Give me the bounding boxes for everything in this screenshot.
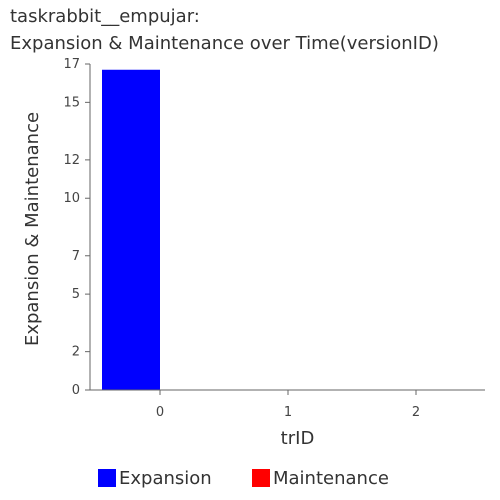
legend-swatch-expansion: [98, 469, 116, 487]
x-tick-label-2: 2: [412, 405, 420, 420]
x-axis-label: trID: [281, 428, 315, 449]
y-tick-label-17: 17: [63, 57, 80, 72]
x-axis-ticks: 0 1 2: [156, 390, 420, 420]
x-tick-label-1: 1: [284, 405, 292, 420]
y-tick-label-12: 12: [63, 153, 80, 168]
y-tick-label-10: 10: [63, 191, 80, 206]
y-axis-ticks: 0 2 5 7 10 12 15 17: [63, 57, 90, 398]
legend-label-maintenance: Maintenance: [273, 468, 389, 489]
legend-swatch-maintenance: [252, 469, 270, 487]
x-tick-label-0: 0: [156, 405, 164, 420]
y-tick-label-2: 2: [72, 345, 80, 360]
bars-group: [102, 70, 160, 390]
y-tick-label-15: 15: [63, 95, 80, 110]
y-tick-label-7: 7: [72, 249, 80, 264]
y-tick-label-5: 5: [72, 287, 80, 302]
legend-label-expansion: Expansion: [119, 468, 212, 489]
y-axis-label: Expansion & Maintenance: [22, 112, 43, 346]
y-tick-label-0: 0: [72, 383, 80, 398]
bar-expansion-0: [102, 70, 160, 390]
legend: Expansion Maintenance: [98, 468, 389, 489]
